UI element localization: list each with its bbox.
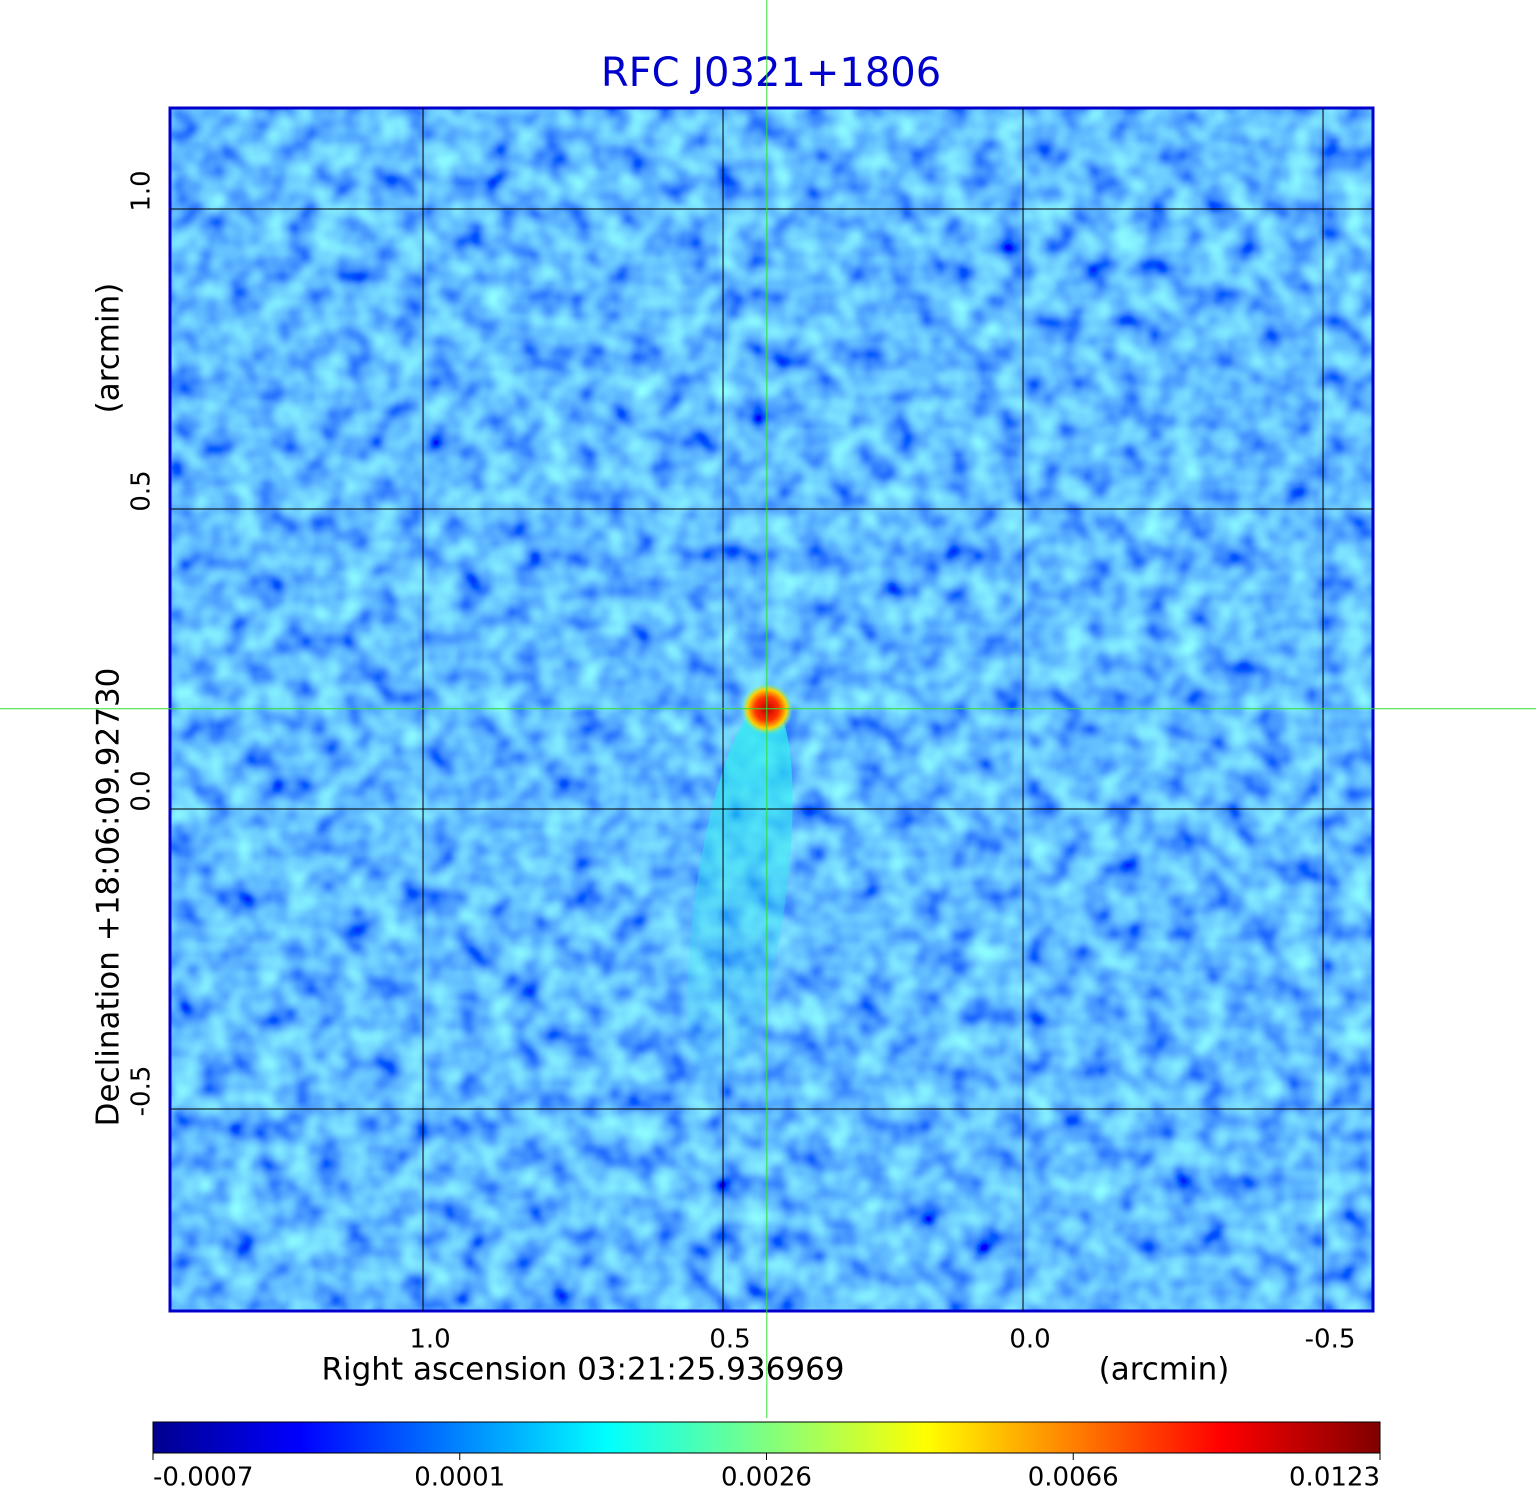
x-tick-label: 1.0 — [409, 1325, 450, 1355]
colorbar-tick-label: 0.0001 — [414, 1463, 505, 1493]
colorbar-tick-label: 0.0123 — [1289, 1463, 1380, 1493]
y-tick-label: 0.0 — [127, 770, 157, 811]
x-tick-label: 0.5 — [709, 1325, 750, 1355]
chart-title: RFC J0321+1806 — [601, 50, 941, 96]
image — [170, 108, 1373, 1311]
y-tick-label: 1.0 — [127, 170, 157, 211]
y-tick-label: -0.5 — [127, 1066, 157, 1117]
y-axis-unit: (arcmin) — [91, 283, 127, 414]
colorbar-tick-label: 0.0066 — [1028, 1463, 1119, 1493]
x-tick-label: -0.5 — [1305, 1325, 1356, 1355]
colorbar-tick-label: 0.0026 — [721, 1463, 812, 1493]
x-axis-label: Right ascension 03:21:25.936969 — [321, 1352, 844, 1388]
x-axis-unit: (arcmin) — [1099, 1352, 1230, 1388]
y-axis-label: Declination +18:06:09.92730 — [91, 668, 127, 1127]
y-tick-label: 0.5 — [127, 470, 157, 511]
jet-emission — [687, 701, 793, 1099]
colorbar-tick-label: -0.0007 — [153, 1463, 253, 1493]
plot-frame — [168, 106, 1375, 1313]
x-tick-label: 0.0 — [1009, 1325, 1050, 1355]
colorbar — [152, 1421, 1381, 1454]
